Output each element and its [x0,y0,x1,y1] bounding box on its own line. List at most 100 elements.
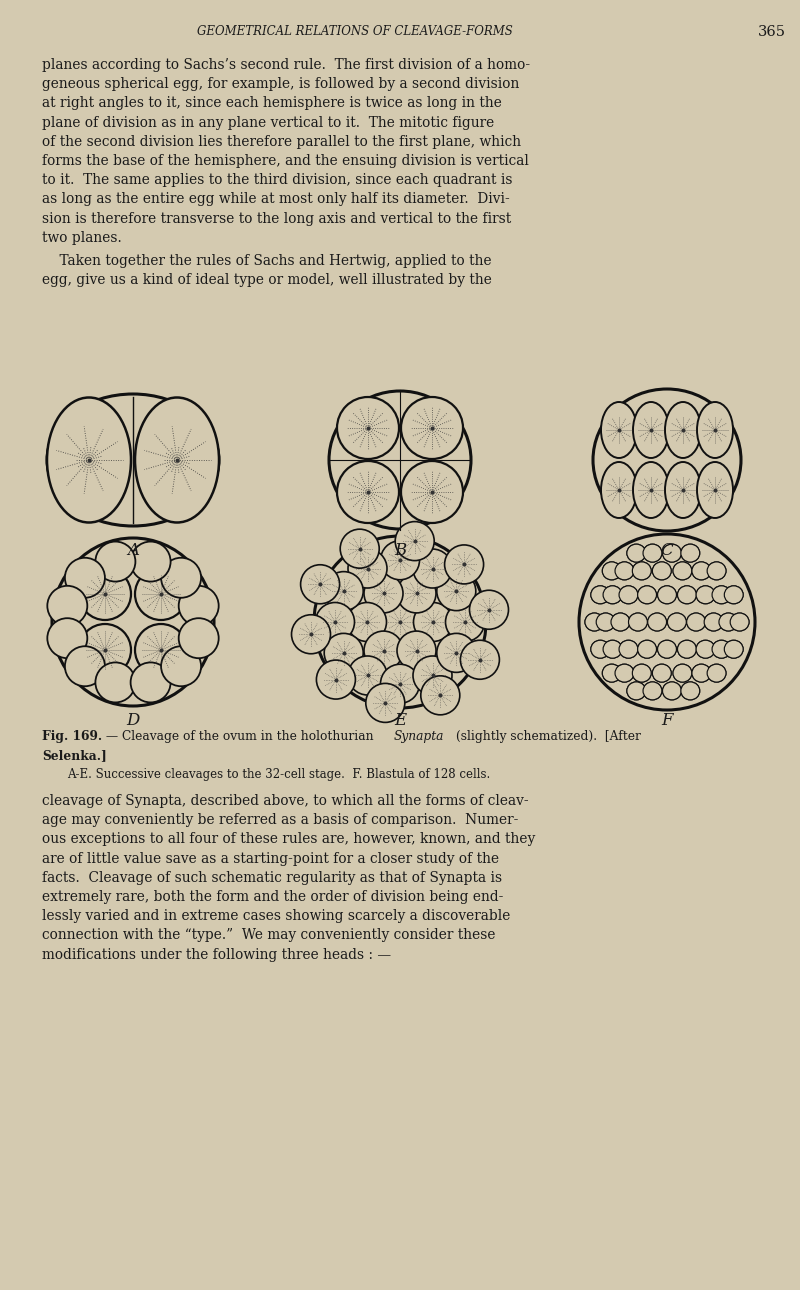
Ellipse shape [585,613,604,631]
Ellipse shape [652,562,671,579]
Ellipse shape [658,640,677,658]
Ellipse shape [678,586,696,604]
Text: D: D [126,712,140,729]
Ellipse shape [79,624,131,676]
Ellipse shape [707,562,726,579]
Ellipse shape [673,562,692,579]
Text: extremely rare, both the form and the order of division being end-: extremely rare, both the form and the or… [42,890,503,904]
Circle shape [445,544,483,584]
Ellipse shape [665,462,701,519]
Circle shape [130,542,170,582]
Ellipse shape [619,586,638,604]
Text: planes according to Sachs’s second rule.  The first division of a homo-: planes according to Sachs’s second rule.… [42,58,530,72]
Circle shape [460,640,499,680]
Ellipse shape [47,397,131,522]
Ellipse shape [602,562,621,579]
Text: modifications under the following three heads : —: modifications under the following three … [42,948,391,961]
Ellipse shape [678,640,696,658]
Circle shape [301,565,340,604]
Circle shape [437,633,476,672]
Text: C: C [661,542,674,559]
Text: geneous spherical egg, for example, is followed by a second division: geneous spherical egg, for example, is f… [42,77,519,92]
Ellipse shape [678,640,696,658]
Circle shape [413,550,452,588]
Ellipse shape [135,397,219,522]
Ellipse shape [712,586,731,604]
Ellipse shape [619,586,638,604]
Ellipse shape [658,586,677,604]
Ellipse shape [712,640,731,658]
Ellipse shape [611,613,630,631]
Text: Fig. 169.: Fig. 169. [42,730,102,743]
Ellipse shape [615,562,634,579]
Text: 365: 365 [758,25,786,39]
Text: (slightly schematized).  [After: (slightly schematized). [After [452,730,641,743]
Ellipse shape [730,613,749,631]
Ellipse shape [314,537,486,708]
Circle shape [161,557,201,597]
Ellipse shape [596,613,615,631]
Ellipse shape [692,664,710,682]
Circle shape [421,676,460,715]
Ellipse shape [602,664,621,682]
Ellipse shape [648,613,666,631]
Text: Taken together the rules of Sachs and Hertwig, applied to the: Taken together the rules of Sachs and He… [42,254,492,268]
Text: — Cleavage of the ovum in the holothurian: — Cleavage of the ovum in the holothuria… [102,730,374,743]
Ellipse shape [696,640,715,658]
Ellipse shape [585,613,604,631]
Ellipse shape [652,664,671,682]
Ellipse shape [686,613,706,631]
Ellipse shape [337,461,399,522]
Ellipse shape [724,586,743,604]
Ellipse shape [591,586,610,604]
Ellipse shape [52,538,214,706]
Ellipse shape [652,664,671,682]
Ellipse shape [629,613,647,631]
Circle shape [95,542,135,582]
Ellipse shape [662,544,682,562]
Ellipse shape [696,586,715,604]
Ellipse shape [697,402,733,458]
Circle shape [395,521,434,561]
Ellipse shape [619,640,638,658]
Ellipse shape [692,664,710,682]
Text: plane of division as in any plane vertical to it.  The mitotic figure: plane of division as in any plane vertic… [42,116,494,129]
Text: two planes.: two planes. [42,231,122,245]
Text: as long as the entire egg while at most only half its diameter.  Divi-: as long as the entire egg while at most … [42,192,510,206]
Ellipse shape [627,544,646,562]
Ellipse shape [135,624,187,676]
Circle shape [366,684,405,722]
Text: to it.  The same applies to the third division, since each quadrant is: to it. The same applies to the third div… [42,173,513,187]
Ellipse shape [603,586,622,604]
Ellipse shape [47,393,219,526]
Ellipse shape [615,664,634,682]
Text: are of little value save as a starting-point for a closer study of the: are of little value save as a starting-p… [42,851,499,866]
Ellipse shape [678,586,696,604]
Ellipse shape [643,682,662,700]
Circle shape [381,664,419,703]
Circle shape [437,571,476,610]
Circle shape [47,618,87,658]
Ellipse shape [615,562,634,579]
Ellipse shape [681,544,700,562]
Ellipse shape [611,613,630,631]
Circle shape [414,602,453,641]
Ellipse shape [593,390,741,531]
Text: Selenka.]: Selenka.] [42,749,106,762]
Ellipse shape [681,682,700,700]
Ellipse shape [707,664,726,682]
Circle shape [348,657,387,695]
Circle shape [347,602,386,641]
Circle shape [291,615,330,654]
Text: sion is therefore transverse to the long axis and vertical to the first: sion is therefore transverse to the long… [42,212,511,226]
Circle shape [364,574,403,613]
Ellipse shape [401,397,463,459]
Ellipse shape [712,640,731,658]
Text: forms the base of the hemisphere, and the ensuing division is vertical: forms the base of the hemisphere, and th… [42,154,529,168]
Ellipse shape [673,664,692,682]
Ellipse shape [79,568,131,620]
Ellipse shape [638,640,657,658]
Ellipse shape [643,544,662,562]
Ellipse shape [697,462,733,519]
Ellipse shape [658,640,677,658]
